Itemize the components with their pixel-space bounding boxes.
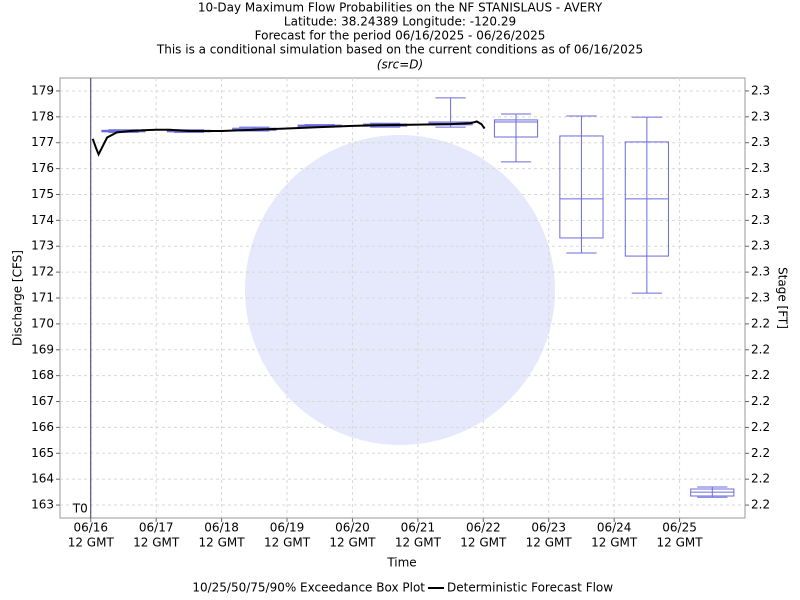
y-tick-label: 164	[31, 472, 54, 486]
box	[559, 135, 604, 239]
y-tick-label: 169	[31, 342, 54, 356]
x-tick-label: 06/25	[662, 521, 697, 535]
y-tick-label: 176	[31, 161, 54, 175]
x-tick-sublabel: 12 GMT	[526, 536, 573, 550]
x-tick-sublabel: 12 GMT	[460, 536, 507, 550]
x-tick-sublabel: 12 GMT	[68, 536, 115, 550]
chart-title: 10-Day Maximum Flow Probabilities on the…	[198, 1, 603, 15]
box	[493, 119, 539, 138]
x-tick-sublabel: 12 GMT	[264, 536, 311, 550]
y-tick-label: 168	[31, 368, 54, 382]
y2-tick-label: 2.2	[751, 420, 770, 434]
y-tick-label: 163	[31, 498, 54, 512]
y2-axis-label: Stage [FT]	[776, 267, 790, 329]
y2-tick-label: 2.2	[751, 368, 770, 382]
x-tick-sublabel: 12 GMT	[133, 536, 180, 550]
x-axis-label: Time	[386, 556, 416, 570]
y-tick-label: 178	[31, 109, 54, 123]
y-tick-label: 167	[31, 394, 54, 408]
y2-tick-label: 2.3	[751, 265, 770, 279]
x-tick-sublabel: 12 GMT	[657, 536, 704, 550]
x-tick-label: 06/18	[204, 521, 239, 535]
forecast-line	[91, 120, 486, 157]
y2-tick-label: 2.2	[751, 316, 770, 330]
x-tick-label: 06/22	[466, 521, 501, 535]
y-tick-label: 170	[31, 316, 54, 330]
legend-label: Deterministic Forecast Flow	[447, 581, 613, 595]
y-tick-label: 179	[31, 83, 54, 97]
x-tick-label: 06/20	[335, 521, 370, 535]
y-tick-label: 165	[31, 446, 54, 460]
y-tick-label: 171	[31, 291, 54, 305]
y2-tick-label: 2.3	[751, 83, 770, 97]
subtitle: This is a conditional simulation based o…	[156, 43, 643, 57]
y2-tick-label: 2.3	[751, 161, 770, 175]
y2-tick-label: 2.2	[751, 342, 770, 356]
x-tick-label: 06/17	[139, 521, 174, 535]
x-tick-label: 06/23	[531, 521, 566, 535]
y2-tick-label: 2.2	[751, 394, 770, 408]
y-tick-label: 172	[31, 265, 54, 279]
y2-tick-label: 2.3	[751, 187, 770, 201]
y-tick-label: 174	[31, 213, 54, 227]
source: (src=D)	[377, 58, 423, 72]
subtitle: Forecast for the period 06/16/2025 - 06/…	[255, 29, 546, 43]
t0-label: T0	[72, 502, 88, 516]
x-tick-sublabel: 12 GMT	[395, 536, 442, 550]
x-tick-label: 06/21	[401, 521, 436, 535]
y2-tick-label: 2.2	[751, 498, 770, 512]
subtitle: Latitude: 38.24389 Longitude: -120.29	[284, 15, 516, 29]
y2-tick-label: 2.3	[751, 291, 770, 305]
legend-label: 10/25/50/75/90% Exceedance Box Plot	[192, 581, 425, 595]
x-tick-label: 06/24	[597, 521, 632, 535]
y-tick-label: 175	[31, 187, 54, 201]
y2-tick-label: 2.3	[751, 213, 770, 227]
y2-tick-label: 2.2	[751, 472, 770, 486]
y-tick-label: 177	[31, 135, 54, 149]
x-tick-label: 06/19	[270, 521, 305, 535]
x-tick-sublabel: 12 GMT	[591, 536, 638, 550]
y-tick-label: 166	[31, 420, 54, 434]
x-tick-label: 06/16	[73, 521, 108, 535]
y2-tick-label: 2.3	[751, 239, 770, 253]
y-axis-label: Discharge [CFS]	[11, 250, 25, 346]
y2-tick-label: 2.2	[751, 446, 770, 460]
watermark	[245, 135, 555, 445]
x-tick-sublabel: 12 GMT	[199, 536, 246, 550]
x-tick-sublabel: 12 GMT	[329, 536, 376, 550]
y2-tick-label: 2.3	[751, 109, 770, 123]
y-tick-label: 173	[31, 239, 54, 253]
y2-tick-label: 2.3	[751, 135, 770, 149]
